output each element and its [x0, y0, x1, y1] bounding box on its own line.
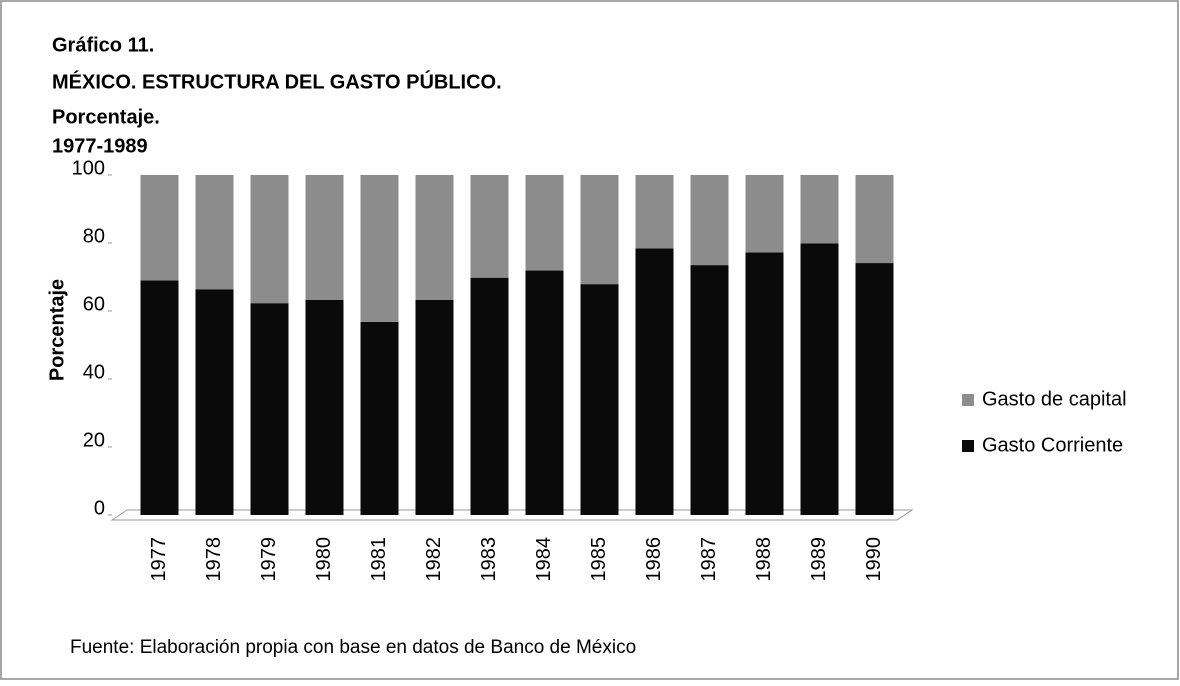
bar-segment	[800, 175, 839, 244]
bar-segment	[305, 299, 344, 515]
bar-segment	[635, 248, 674, 515]
bar-segment	[195, 175, 234, 290]
title-line: 1977-1989	[52, 135, 148, 157]
x-tick-label: 1990	[863, 537, 885, 582]
bar-segment	[525, 270, 564, 515]
y-tick-label: 100	[72, 157, 105, 179]
bar-segment	[800, 243, 839, 515]
title-line: MÉXICO. ESTRUCTURA DEL GASTO PÚBLICO.	[52, 69, 502, 93]
bar-segment	[195, 289, 234, 515]
bar-segment	[250, 175, 289, 304]
x-tick-label: 1985	[588, 537, 610, 582]
title-line: Porcentaje.	[52, 106, 160, 128]
bar-segment	[470, 175, 509, 278]
legend-swatch	[962, 440, 974, 452]
bar-segment	[690, 175, 729, 266]
bar-segment	[250, 303, 289, 515]
source-note: Fuente: Elaboración propia con base en d…	[70, 637, 636, 658]
x-tick-label: 1984	[533, 537, 555, 582]
x-tick-label: 1979	[258, 537, 280, 582]
bar-segment	[415, 299, 454, 515]
bar-segment	[360, 321, 399, 515]
bar-segment	[635, 175, 674, 249]
x-tick-label: 1986	[643, 537, 665, 582]
x-tick-label: 1978	[203, 537, 225, 582]
x-tick-label: 1980	[313, 537, 335, 582]
y-tick-label: 60	[83, 293, 105, 315]
y-axis-label: Porcentaje	[46, 279, 68, 381]
bar-segment	[580, 175, 619, 285]
x-tick-label: 1977	[148, 537, 170, 582]
bar-segment	[305, 175, 344, 300]
bar-segment	[855, 175, 894, 264]
x-tick-label: 1988	[753, 537, 775, 582]
y-tick-label: 40	[83, 361, 105, 383]
x-tick-label: 1989	[808, 537, 830, 582]
legend-swatch	[962, 394, 974, 406]
bar-segment	[140, 175, 179, 281]
bar-segment	[690, 265, 729, 515]
y-tick-label: 0	[94, 497, 105, 519]
y-tick-label: 20	[83, 429, 105, 451]
legend-label: Gasto de capital	[982, 388, 1127, 410]
x-tick-label: 1987	[698, 537, 720, 582]
bar-segment	[855, 263, 894, 515]
bar-segment	[470, 277, 509, 515]
bar-segment	[745, 252, 784, 515]
bar-segment	[360, 175, 399, 322]
legend-label: Gasto Corriente	[982, 434, 1123, 456]
title-line: Gráfico 11.	[52, 34, 154, 56]
x-tick-label: 1982	[423, 537, 445, 582]
bar-segment	[525, 175, 564, 271]
x-tick-label: 1983	[478, 537, 500, 582]
bar-segment	[415, 175, 454, 300]
bar-segment	[745, 175, 784, 253]
bar-segment	[140, 280, 179, 515]
y-tick-label: 80	[83, 225, 105, 247]
x-tick-label: 1981	[368, 537, 390, 582]
bar-segment	[580, 284, 619, 515]
